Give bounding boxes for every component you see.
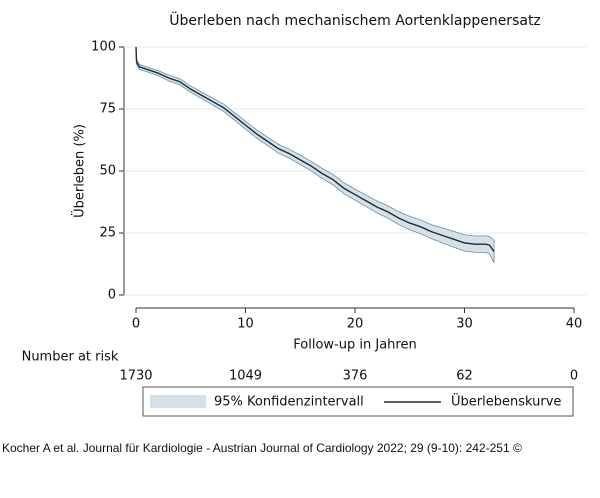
y-tick-label: 75 (99, 102, 116, 117)
x-axis-label: Follow-up in Jahren (293, 338, 416, 353)
x-tick-label: 0 (132, 317, 140, 332)
x-tick-label: 30 (456, 317, 473, 332)
legend-label: Überlebenskurve (451, 393, 561, 410)
risk-count: 1049 (229, 369, 262, 384)
source-note: Kocher A et al. Journal für Kardiologie … (2, 441, 522, 455)
y-axis-label: Überleben (%) (71, 124, 88, 218)
legend (142, 386, 574, 417)
x-tick-label: 10 (237, 317, 254, 332)
y-tick-label: 0 (108, 288, 116, 303)
y-tick-label: 25 (99, 226, 116, 241)
risk-count: 62 (456, 369, 473, 384)
y-tick-label: 100 (91, 40, 116, 55)
risk-count: 0 (570, 369, 578, 384)
y-tick-label: 50 (99, 164, 116, 179)
survival-line (135, 46, 495, 253)
risk-count: 376 (343, 369, 368, 384)
chart-title: Überleben nach mechanischem Aortenklappe… (169, 11, 541, 29)
risk-count: 1730 (119, 369, 152, 384)
x-tick-label: 40 (566, 317, 583, 332)
risk-table-label: Number at risk (22, 350, 119, 365)
legend-swatch (150, 395, 206, 408)
legend-label: 95% Konfidenzintervall (214, 395, 364, 410)
x-tick-label: 20 (347, 317, 364, 332)
